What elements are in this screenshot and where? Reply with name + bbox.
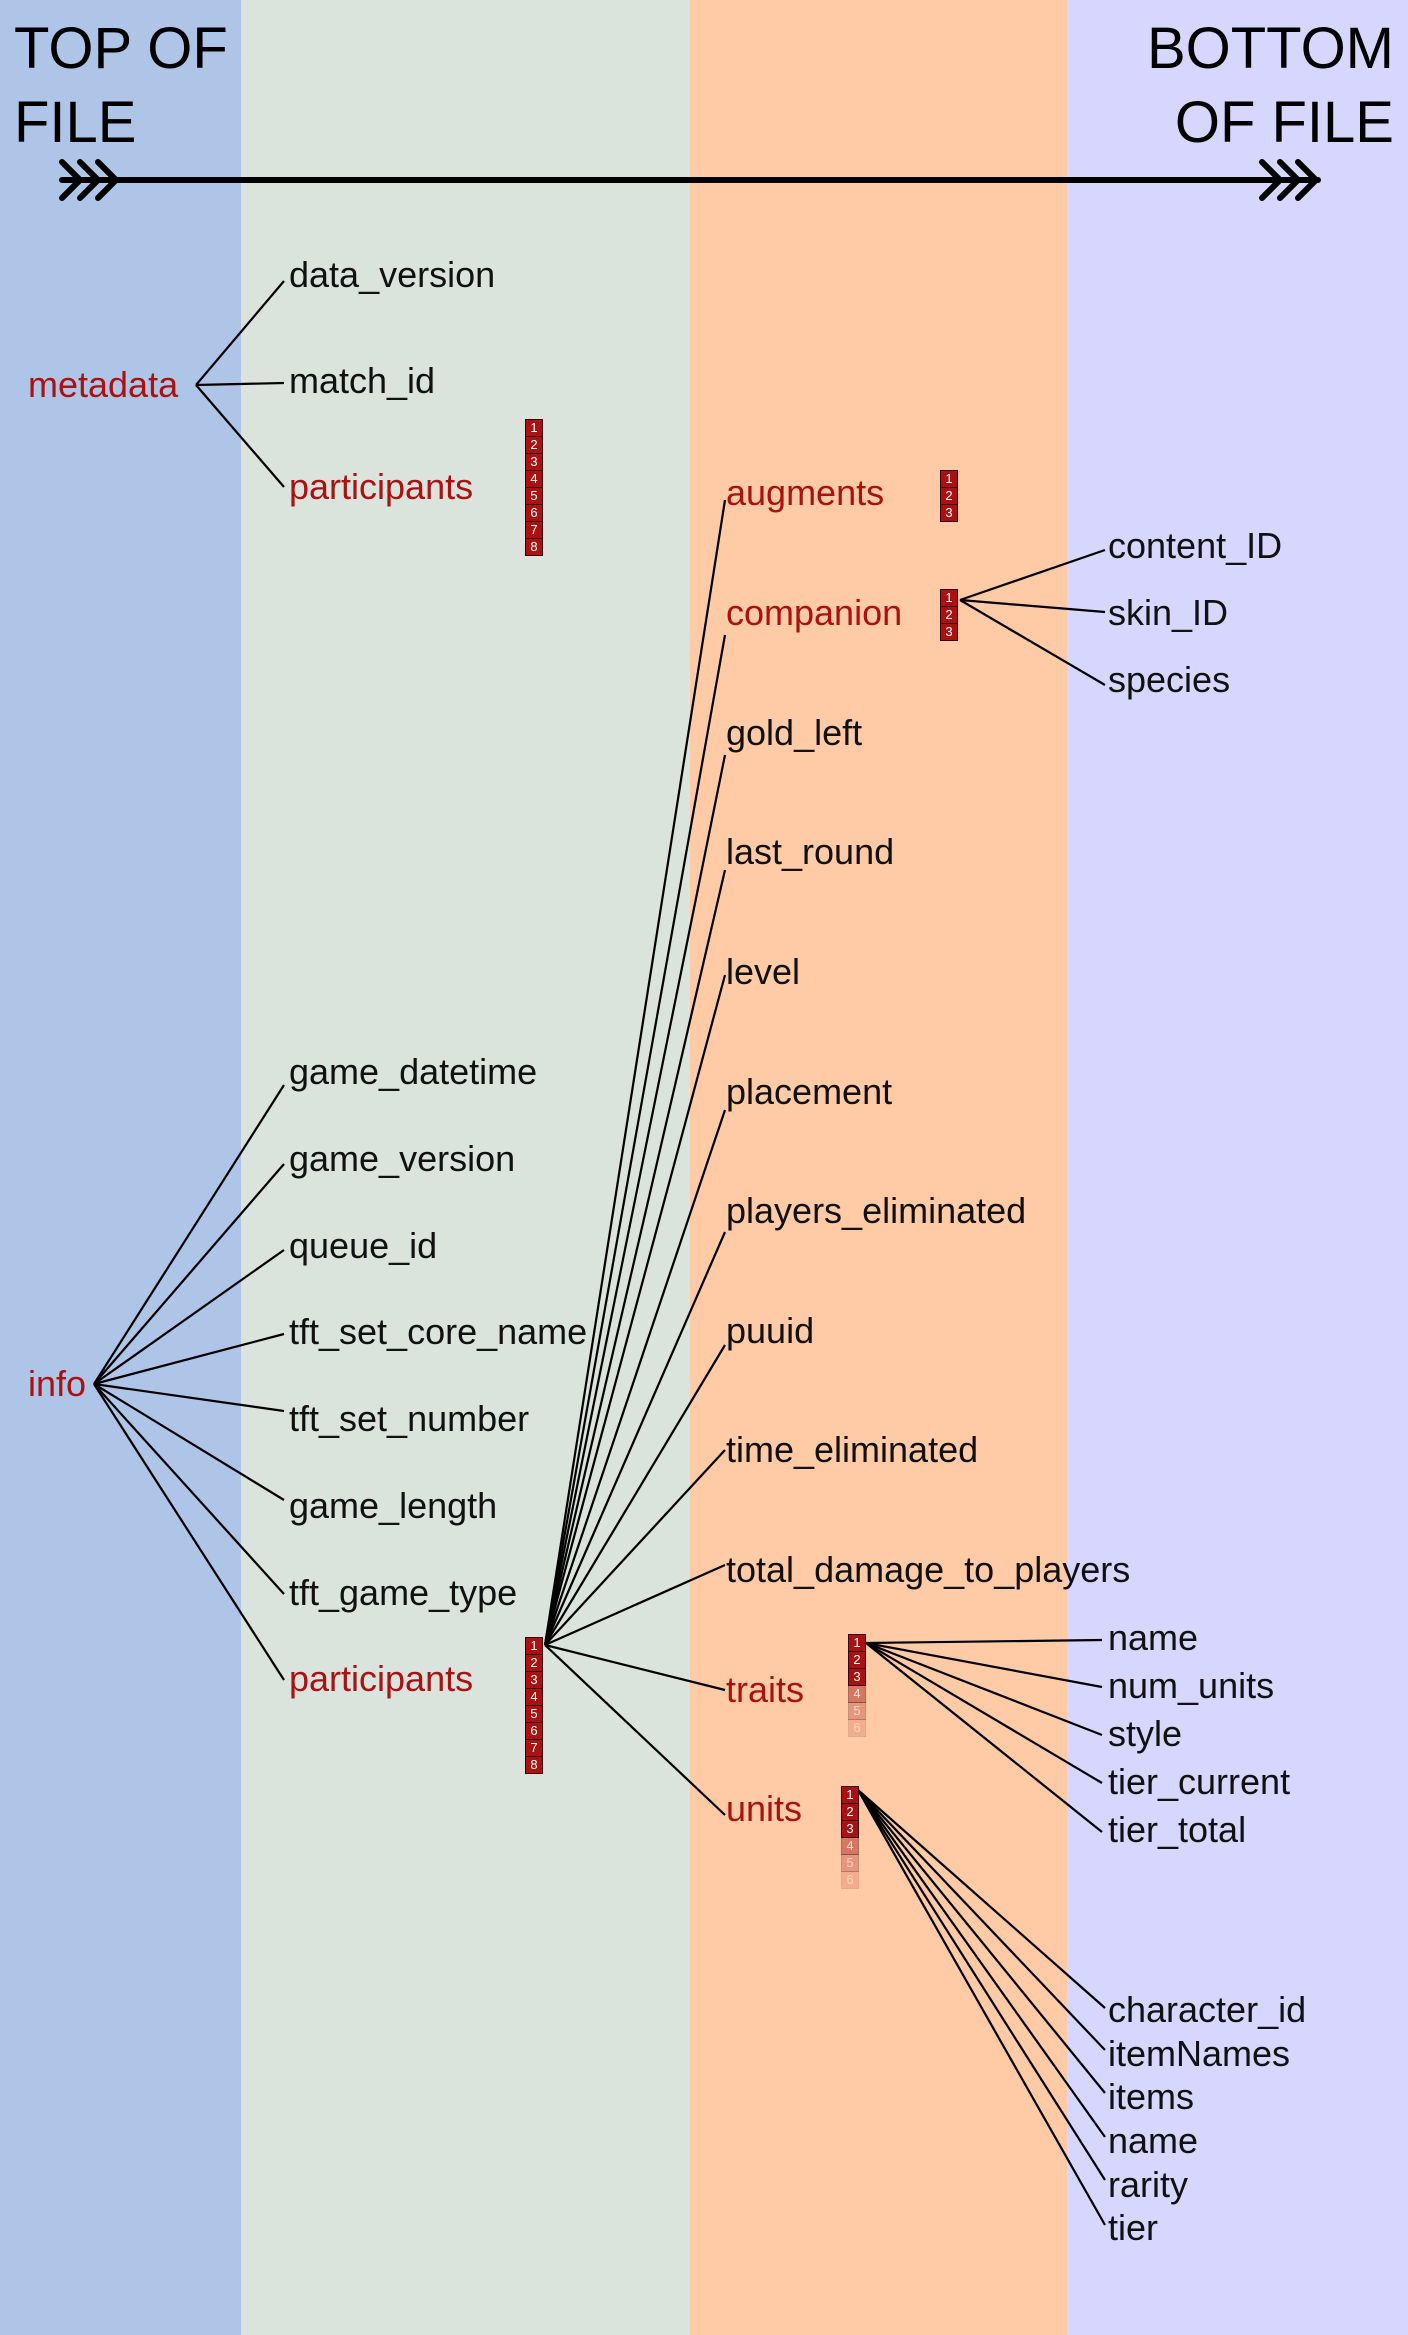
header-bottom-of-file: BOTTOM OF FILE — [1146, 16, 1394, 155]
field-tft-set-number: tft_set_number — [289, 1398, 530, 1439]
list-index-cell: 4 — [848, 1685, 866, 1703]
field-tier-current: tier_current — [1108, 1761, 1291, 1802]
field-match-id: match_id — [289, 360, 436, 401]
list-index-cell: 5 — [848, 1702, 866, 1720]
field-game-version: game_version — [289, 1138, 516, 1179]
field-num-units: num_units — [1108, 1665, 1275, 1706]
field-placement: placement — [726, 1071, 893, 1112]
field-style: style — [1108, 1713, 1183, 1754]
field-content-id: content_ID — [1108, 525, 1283, 566]
field-data-version: data_version — [289, 254, 496, 295]
field-tft-set-core-name: tft_set_core_name — [289, 1311, 588, 1352]
list-index-cell: 1 — [940, 470, 958, 488]
list-index-cell: 1 — [525, 1637, 543, 1655]
list-index-cell: 5 — [841, 1854, 859, 1872]
list-index-cell: 2 — [525, 1654, 543, 1672]
field-tft-game-type: tft_game_type — [289, 1572, 518, 1613]
list-index-cell: 7 — [525, 521, 543, 539]
list-index-cell: 3 — [940, 504, 958, 522]
field-tier-total: tier_total — [1108, 1809, 1247, 1850]
node-traits: traits — [726, 1669, 805, 1710]
list-index-cell: 2 — [525, 436, 543, 454]
list-index-cell: 6 — [841, 1871, 859, 1889]
list-index-cell: 1 — [525, 419, 543, 437]
field-players-eliminated: players_eliminated — [726, 1190, 1027, 1231]
header-top-of-file: TOP OF FILE — [14, 16, 228, 155]
list-index-cell: 2 — [940, 606, 958, 624]
field-rarity: rarity — [1108, 2164, 1188, 2205]
field-last-round: last_round — [726, 831, 895, 872]
list-index-cell: 8 — [525, 1756, 543, 1774]
node-companion: companion — [726, 592, 903, 633]
field-queue-id: queue_id — [289, 1225, 438, 1266]
list-index-cell: 4 — [525, 1688, 543, 1706]
list-index-cell: 8 — [525, 538, 543, 556]
list-index-cell: 4 — [841, 1837, 859, 1855]
list-index-cell: 3 — [525, 1671, 543, 1689]
field-gold-left: gold_left — [726, 712, 863, 753]
node-metadata-participants: participants — [289, 466, 474, 507]
field-species: species — [1108, 659, 1231, 700]
field-level: level — [726, 951, 801, 992]
field-puuid: puuid — [726, 1310, 815, 1351]
field-trait-name: name — [1108, 1617, 1199, 1658]
list-index-cell: 5 — [525, 1705, 543, 1723]
list-index-cell: 4 — [525, 470, 543, 488]
list-index-cell: 3 — [940, 623, 958, 641]
field-time-eliminated: time_eliminated — [726, 1429, 979, 1470]
file-direction-arrow — [59, 159, 1321, 201]
field-character-id: character_id — [1108, 1989, 1307, 2030]
field-game-length: game_length — [289, 1485, 498, 1526]
list-index-cell: 7 — [525, 1739, 543, 1757]
list-index-cell: 2 — [841, 1803, 859, 1821]
node-info-participants: participants — [289, 1658, 474, 1699]
field-tier: tier — [1108, 2207, 1159, 2248]
list-index-cell: 3 — [841, 1820, 859, 1838]
node-augments: augments — [726, 472, 885, 513]
field-unit-name: name — [1108, 2120, 1199, 2161]
band-level-4 — [1067, 0, 1408, 2335]
node-info: info — [28, 1363, 87, 1404]
node-units: units — [726, 1788, 803, 1829]
field-skin-id: skin_ID — [1108, 592, 1229, 633]
list-index-cell: 6 — [848, 1719, 866, 1737]
list-index-cell: 6 — [525, 504, 543, 522]
list-index-cell: 2 — [848, 1651, 866, 1669]
list-index-cell: 1 — [940, 589, 958, 607]
node-metadata: metadata — [28, 364, 179, 405]
list-index-cell: 3 — [525, 453, 543, 471]
list-index-cell: 2 — [940, 487, 958, 505]
list-index-cell: 1 — [841, 1786, 859, 1804]
list-index-cell: 5 — [525, 487, 543, 505]
field-total-damage-to-players: total_damage_to_players — [726, 1549, 1131, 1590]
list-index-cell: 3 — [848, 1668, 866, 1686]
list-index-cell: 6 — [525, 1722, 543, 1740]
field-game-datetime: game_datetime — [289, 1051, 538, 1092]
band-level-3 — [690, 0, 1067, 2335]
band-level-2 — [241, 0, 690, 2335]
field-item-names: itemNames — [1108, 2033, 1291, 2074]
field-items: items — [1108, 2076, 1195, 2117]
list-index-cell: 1 — [848, 1634, 866, 1652]
